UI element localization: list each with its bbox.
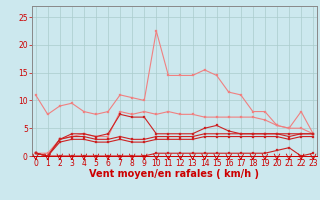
X-axis label: Vent moyen/en rafales ( km/h ): Vent moyen/en rafales ( km/h ) <box>89 169 260 179</box>
